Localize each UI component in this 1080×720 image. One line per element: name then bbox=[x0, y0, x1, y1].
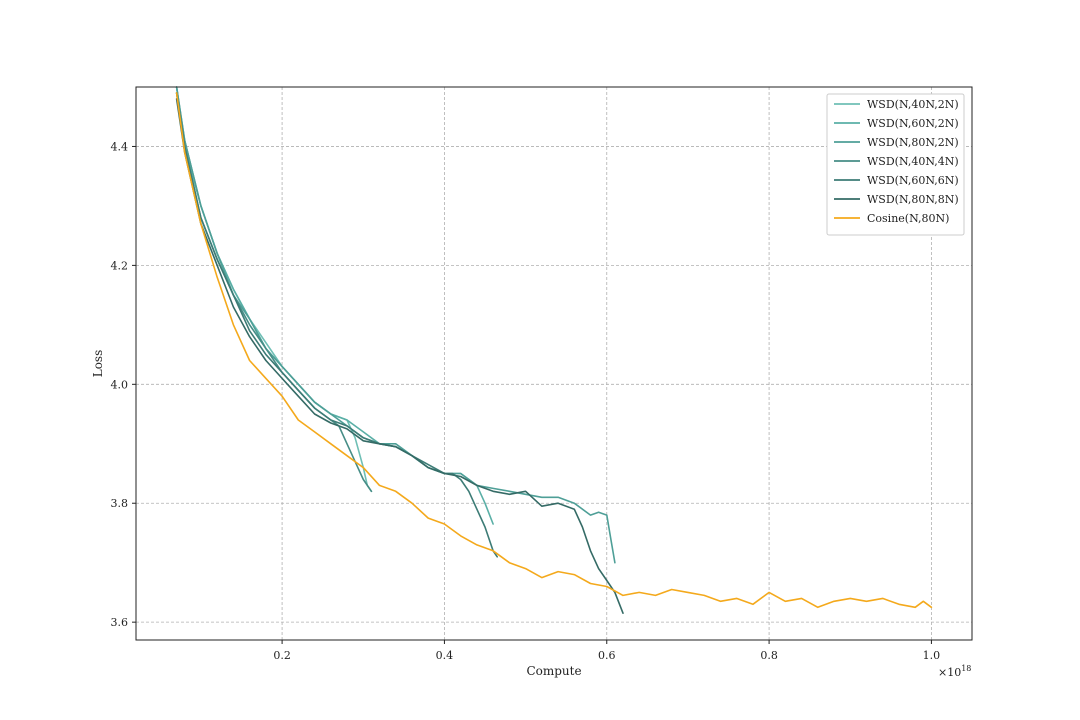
legend: WSD(N,40N,2N) WSD(N,60N,2N) WSD(N,80N,2N) W… bbox=[826, 93, 965, 236]
legend-entry-label: WSD(N,80N,8N) bbox=[867, 193, 959, 206]
legend-entry-label: Cosine(N,80N) bbox=[867, 212, 949, 225]
series-line-4 bbox=[175, 92, 373, 493]
x-scale-base: ×10 bbox=[938, 666, 961, 679]
x-tick-label: 0.2 bbox=[273, 649, 291, 662]
y-axis-label: Loss bbox=[91, 350, 105, 378]
x-tick-label: 0.6 bbox=[598, 649, 616, 662]
plot-area-frame bbox=[135, 86, 973, 641]
x-axis-scale-multiplier: ×1018 bbox=[938, 664, 971, 679]
legend-entry-label: WSD(N,60N,6N) bbox=[867, 174, 959, 187]
y-tick-label: 3.6 bbox=[111, 616, 129, 629]
series-line-5 bbox=[175, 92, 499, 558]
y-tick-label: 4.0 bbox=[111, 378, 129, 391]
legend-entry-label: WSD(N,40N,4N) bbox=[867, 155, 959, 168]
x-scale-exponent: 18 bbox=[961, 664, 971, 673]
y-tick-label: 4.2 bbox=[111, 259, 129, 272]
legend-entry-label: WSD(N,80N,2N) bbox=[867, 136, 959, 149]
y-tick-label: 3.8 bbox=[111, 497, 129, 510]
series-line-1 bbox=[175, 86, 373, 493]
x-tick-label: 0.4 bbox=[436, 649, 454, 662]
series-line-2 bbox=[175, 86, 494, 525]
x-tick-label: 0.8 bbox=[760, 649, 778, 662]
series-line-6 bbox=[175, 98, 624, 615]
legend-entry-label: WSD(N,60N,2N) bbox=[867, 117, 959, 130]
x-axis-label: Compute bbox=[526, 664, 581, 678]
legend-entry-label: WSD(N,40N,2N) bbox=[867, 98, 959, 111]
legend-box bbox=[826, 93, 965, 236]
x-tick-label: 1.0 bbox=[923, 649, 941, 662]
axis-ticks: 0.2 0.4 0.6 0.8 1.0 3.6 3.8 4.0 4.2 4.4 bbox=[111, 140, 941, 662]
series-line-7 bbox=[175, 92, 933, 609]
y-tick-label: 4.4 bbox=[111, 140, 129, 153]
series-lines bbox=[175, 86, 933, 615]
